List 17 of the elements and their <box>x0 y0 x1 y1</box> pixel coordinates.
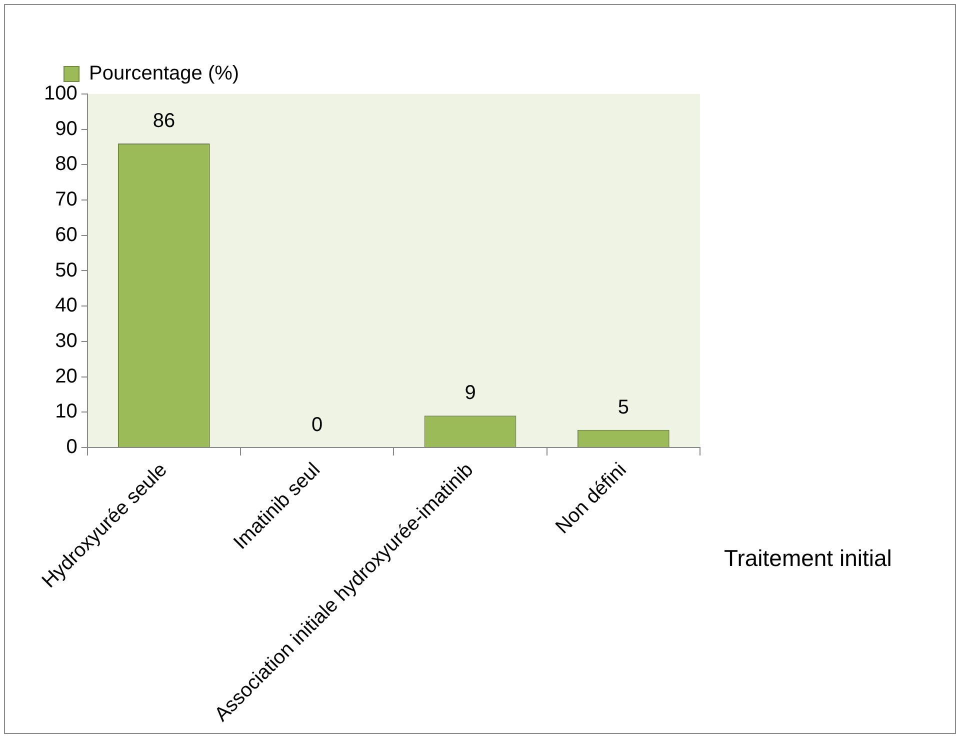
data-label: 5 <box>618 396 629 418</box>
legend-label: Pourcentage (%) <box>89 62 240 85</box>
x-axis-title: Traitement initial <box>724 544 892 571</box>
y-tick-label: 90 <box>55 118 78 140</box>
y-tick-label: 80 <box>55 153 78 176</box>
data-label: 86 <box>152 110 176 132</box>
data-label: 9 <box>464 382 476 404</box>
y-tick-label: 30 <box>55 330 78 352</box>
y-tick-label: 10 <box>55 400 78 423</box>
y-tick-label: 70 <box>55 188 78 211</box>
y-tick-label: 20 <box>55 365 78 388</box>
y-tick-label: 100 <box>44 82 78 105</box>
y-tick-label: 50 <box>55 259 78 282</box>
y-tick-label: 40 <box>55 294 78 317</box>
y-tick-label: 60 <box>55 224 78 246</box>
data-label: 0 <box>312 414 323 436</box>
y-tick-label: 0 <box>66 436 78 458</box>
